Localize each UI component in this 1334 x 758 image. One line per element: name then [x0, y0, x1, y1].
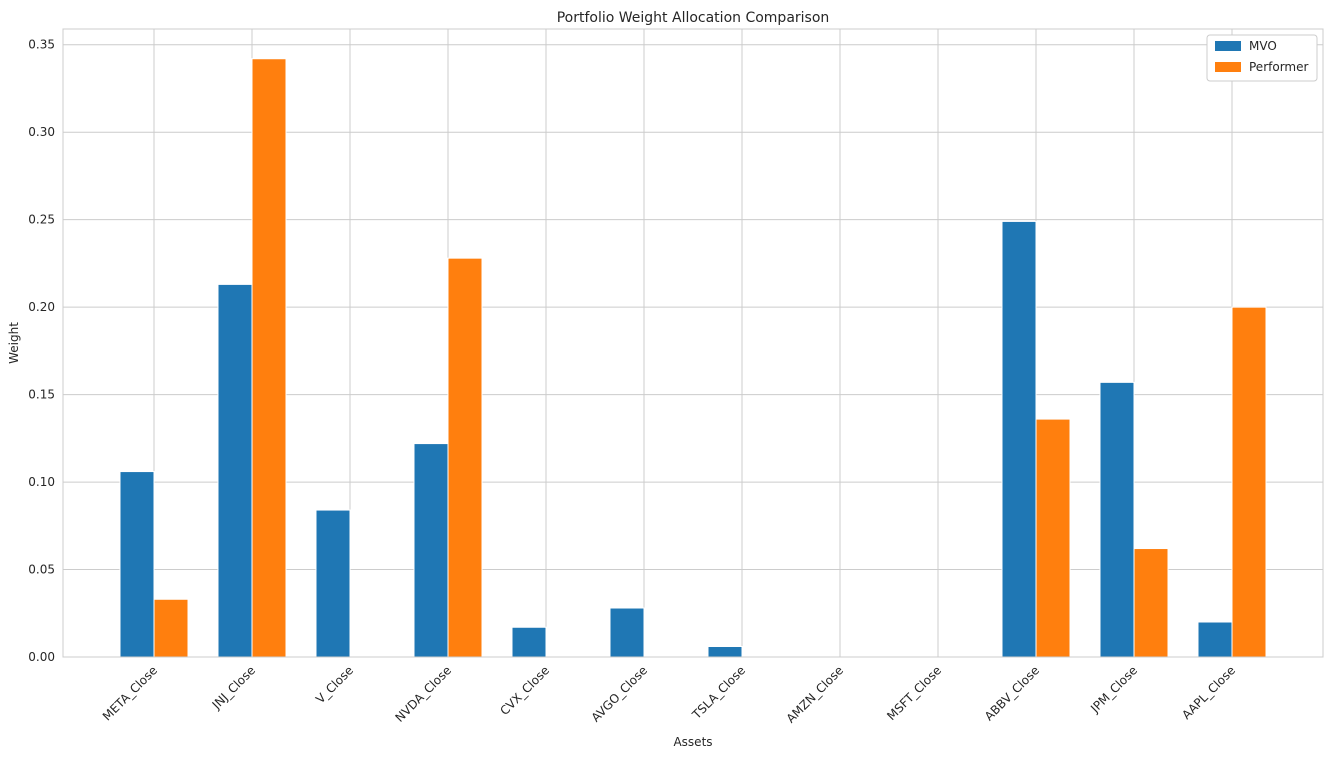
- x-tick-label: AVGO_Close: [589, 663, 651, 725]
- x-tick-label: AAPL_Close: [1179, 663, 1238, 722]
- bar-mvo-aapl-close: [1197, 621, 1233, 658]
- bar-performer-nvda-close: [447, 257, 483, 658]
- y-axis-label: Weight: [7, 322, 21, 364]
- x-tick-label: V_Close: [313, 663, 356, 706]
- bar-mvo-v-close: [315, 509, 351, 658]
- y-tick-label: 0.15: [28, 388, 55, 402]
- x-tick-label: TSLA_Close: [689, 663, 748, 722]
- y-tick-label: 0.05: [28, 563, 55, 577]
- plot-frame: [62, 28, 1324, 658]
- y-tick-label: 0.30: [28, 125, 55, 139]
- y-axis-ticks: 0.00 0.05 0.10 0.15 0.20 0.25 0.30 0.35: [28, 38, 55, 664]
- bar-mvo-jnj-close: [217, 283, 253, 658]
- y-tick-label: 0.00: [28, 650, 55, 664]
- legend-swatch-mvo: [1215, 41, 1241, 51]
- x-axis-ticks: META_Close JNJ_Close V_Close NVDA_Close CVX_…: [100, 663, 1238, 726]
- chart-title: Portfolio Weight Allocation Comparison: [557, 10, 830, 26]
- legend-label-mvo: MVO: [1249, 39, 1277, 53]
- x-tick-label: META_Close: [100, 663, 160, 723]
- bar-mvo-nvda-close: [413, 443, 449, 658]
- bar-mvo-meta-close: [119, 471, 155, 658]
- x-tick-label: JNJ_Close: [209, 663, 258, 712]
- legend: MVO Performer: [1206, 34, 1318, 82]
- bar-performer-meta-close: [153, 598, 189, 658]
- x-tick-label: CVX_Close: [497, 663, 552, 718]
- bar-performer-jnj-close: [251, 58, 287, 658]
- bar-mvo-jpm-close: [1099, 381, 1135, 658]
- x-axis-label: Assets: [673, 735, 712, 749]
- bar-mvo-cvx-close: [511, 626, 547, 658]
- x-tick-label: JPM_Close: [1087, 663, 1140, 716]
- y-tick-label: 0.25: [28, 213, 55, 227]
- bar-performer-jpm-close: [1133, 548, 1169, 658]
- bar-mvo-abbv-close: [1001, 220, 1037, 658]
- bar-mvo-tsla-close: [707, 646, 743, 658]
- legend-swatch-performer: [1215, 62, 1241, 72]
- x-tick-label: MSFT_Close: [884, 663, 944, 723]
- y-tick-label: 0.10: [28, 475, 55, 489]
- x-tick-label: AMZN_Close: [784, 663, 847, 726]
- x-tick-label: NVDA_Close: [393, 663, 455, 725]
- legend-label-performer: Performer: [1249, 60, 1308, 74]
- x-tick-label: ABBV_Close: [982, 663, 1042, 723]
- y-tick-label: 0.35: [28, 38, 55, 52]
- bar-performer-aapl-close: [1231, 306, 1267, 658]
- bar-performer-abbv-close: [1035, 418, 1071, 658]
- y-tick-label: 0.20: [28, 300, 55, 314]
- bar-mvo-avgo-close: [609, 607, 645, 658]
- bars: [119, 58, 1267, 658]
